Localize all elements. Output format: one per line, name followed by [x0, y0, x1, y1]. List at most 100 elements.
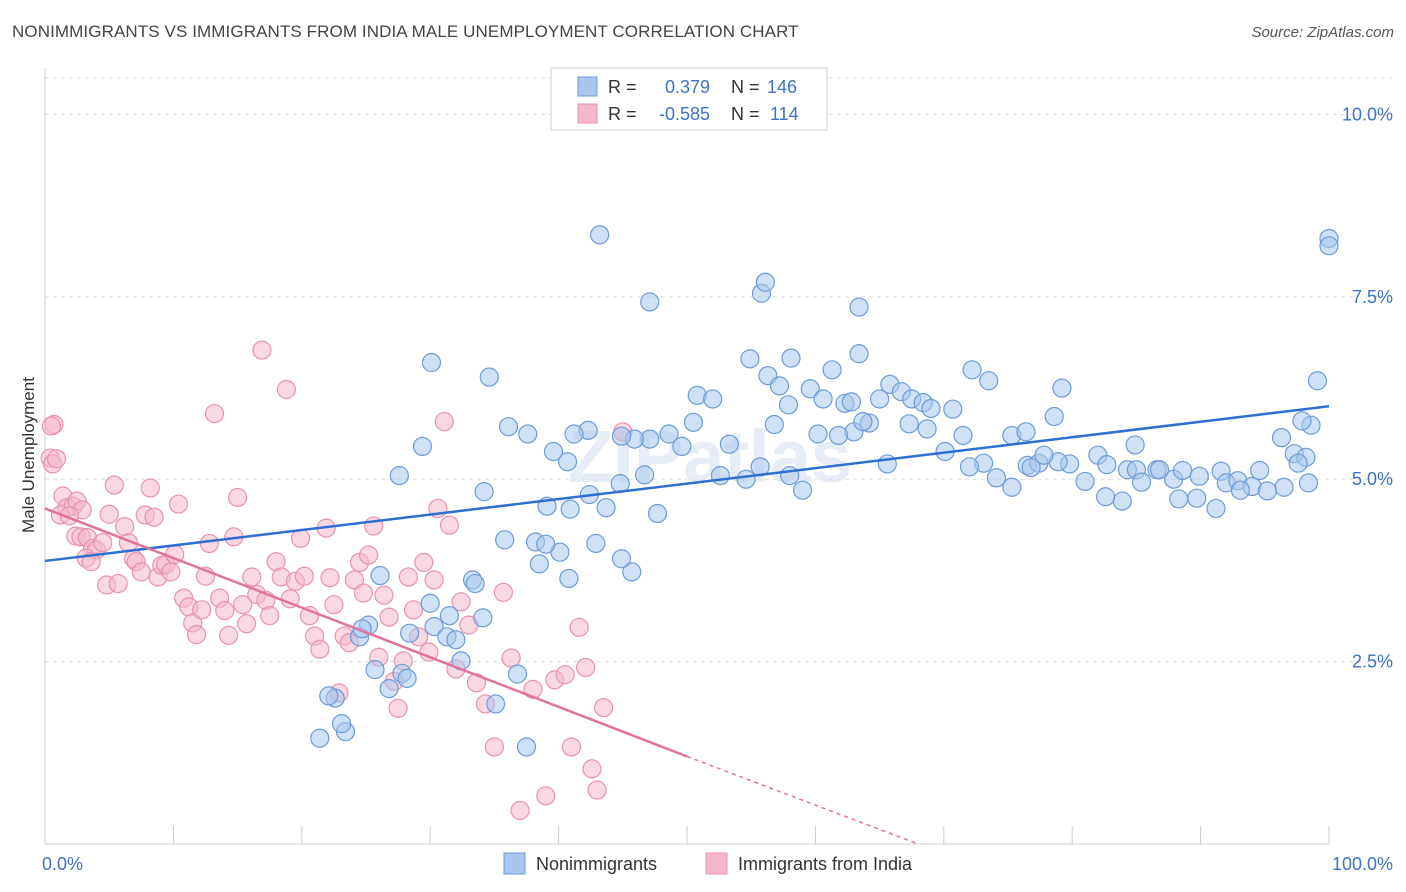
- nonimmigrant-point: [740, 349, 760, 369]
- immigrant-point: [131, 562, 151, 582]
- nonimmigrant-point: [596, 498, 616, 518]
- nonimmigrant-point: [781, 348, 801, 368]
- immigrant-point: [186, 625, 207, 645]
- nonimmigrants-trend-line: [44, 405, 1330, 563]
- nonimmigrant-point: [1052, 378, 1072, 398]
- nonimmigrant-point: [1189, 466, 1209, 486]
- nonimmigrant-point: [899, 414, 919, 434]
- nonimmigrant-point: [543, 441, 564, 462]
- nonimmigrant-point: [518, 424, 538, 444]
- immigrant-point: [569, 617, 589, 637]
- nonimmigrant-point: [736, 469, 756, 489]
- nonimmigrant-point: [853, 412, 873, 432]
- nonimmigrant-point: [586, 533, 606, 554]
- immigrant-point: [388, 698, 408, 718]
- x-tick-label-min: 0.0%: [42, 854, 83, 874]
- nonimmigrant-point: [764, 414, 784, 435]
- immigrant-point: [242, 567, 262, 587]
- nonimmigrant-point: [962, 360, 982, 380]
- nonimmigrant-point: [808, 424, 828, 444]
- immigrant-point: [99, 504, 119, 524]
- nonimmigrant-point: [841, 392, 861, 412]
- nonimmigrant-point: [849, 344, 869, 364]
- nonimmigrant-point: [1319, 236, 1339, 256]
- immigrant-point: [104, 475, 124, 495]
- nonimmigrant-point: [332, 714, 352, 734]
- chart-title: NONIMMIGRANTS VS IMMIGRANTS FROM INDIA M…: [12, 22, 799, 41]
- nonimmigrant-point: [813, 389, 833, 409]
- nonimmigrant-point: [1257, 481, 1277, 501]
- immigrant-point: [93, 533, 113, 553]
- immigrant-point: [108, 573, 128, 594]
- immigrant-point: [344, 570, 365, 590]
- nonimmigrant-point: [635, 465, 655, 485]
- nonimmigrant-point: [849, 297, 869, 317]
- trend-lines: [44, 405, 1330, 845]
- x-tick-label-max: 100.0%: [1332, 854, 1393, 874]
- immigrant-point: [510, 800, 530, 821]
- immigrant-point: [536, 786, 556, 806]
- nonimmigrant-point: [1095, 487, 1116, 507]
- immigrant-point: [204, 403, 225, 424]
- nonimmigrant-point: [557, 452, 578, 472]
- nonimmigrant-point: [959, 457, 980, 477]
- bottom-legend-immigrants: Immigrants from India: [738, 854, 913, 874]
- nonimmigrant-point: [1169, 489, 1189, 509]
- legend-r-value-2: -0.585: [659, 104, 710, 124]
- nonimmigrant-point: [474, 482, 494, 502]
- nonimmigrant-point: [420, 593, 440, 613]
- nonimmigrant-point: [1125, 435, 1145, 455]
- nonimmigrant-point: [473, 608, 493, 628]
- immigrant-point: [403, 600, 424, 620]
- nonimmigrant-point: [365, 660, 385, 680]
- nonimmigrant-point: [465, 573, 485, 594]
- nonimmigrant-point: [611, 426, 632, 446]
- legend-n-label-2: N =: [731, 104, 760, 124]
- nonimmigrant-point: [319, 686, 339, 706]
- nonimmigrant-point: [439, 606, 460, 626]
- source-credit: Source: ZipAtlas.com: [1251, 24, 1394, 41]
- legend-swatch-immigrants: [577, 103, 598, 124]
- nonimmigrant-point: [659, 424, 679, 444]
- immigrant-point: [320, 568, 340, 588]
- nonimmigrant-point: [559, 568, 579, 589]
- nonimmigrant-point: [424, 617, 444, 637]
- legend-r-label-1: R =: [608, 77, 637, 97]
- nonimmigrant-point: [647, 503, 668, 524]
- immigrant-point: [451, 592, 471, 612]
- y-tick-label: 5.0%: [1352, 469, 1393, 489]
- immigrant-point: [144, 507, 164, 527]
- nonimmigrant-point: [986, 468, 1007, 488]
- nonimmigrant-point: [529, 554, 549, 574]
- immigrants-trend-extension: [686, 755, 919, 845]
- y-tick-label: 2.5%: [1352, 652, 1393, 672]
- immigrant-point: [236, 614, 257, 634]
- immigrant-point: [575, 657, 596, 678]
- nonimmigrant-point: [1149, 460, 1170, 480]
- nonimmigrant-point: [703, 389, 723, 409]
- immigrants-trend-line: [44, 507, 688, 758]
- nonimmigrant-point: [397, 668, 417, 688]
- nonimmigrant-point: [1173, 460, 1193, 481]
- nonimmigrant-point: [828, 425, 849, 446]
- legend-n-value-1: 146: [767, 77, 797, 97]
- y-axis-label: Male Unemployment: [19, 377, 38, 533]
- nonimmigrant-point: [486, 694, 506, 714]
- nonimmigrant-point: [370, 565, 390, 586]
- immigrants-points: [40, 340, 633, 821]
- nonimmigrant-point: [1206, 498, 1226, 519]
- immigrant-point: [192, 600, 212, 620]
- nonimmigrant-point: [379, 679, 399, 699]
- immigrant-point: [555, 665, 575, 685]
- nonimmigrant-point: [1292, 411, 1312, 431]
- nonimmigrant-point: [800, 379, 820, 399]
- immigrant-point: [140, 478, 160, 498]
- immigrant-point: [582, 759, 602, 779]
- legend-r-label-2: R =: [608, 104, 637, 124]
- nonimmigrant-point: [412, 436, 433, 457]
- immigrant-point: [593, 697, 614, 718]
- bottom-swatch-immigrants: [705, 852, 728, 875]
- immigrant-point: [493, 582, 513, 602]
- nonimmigrant-point: [1021, 457, 1041, 478]
- immigrant-point: [219, 625, 239, 645]
